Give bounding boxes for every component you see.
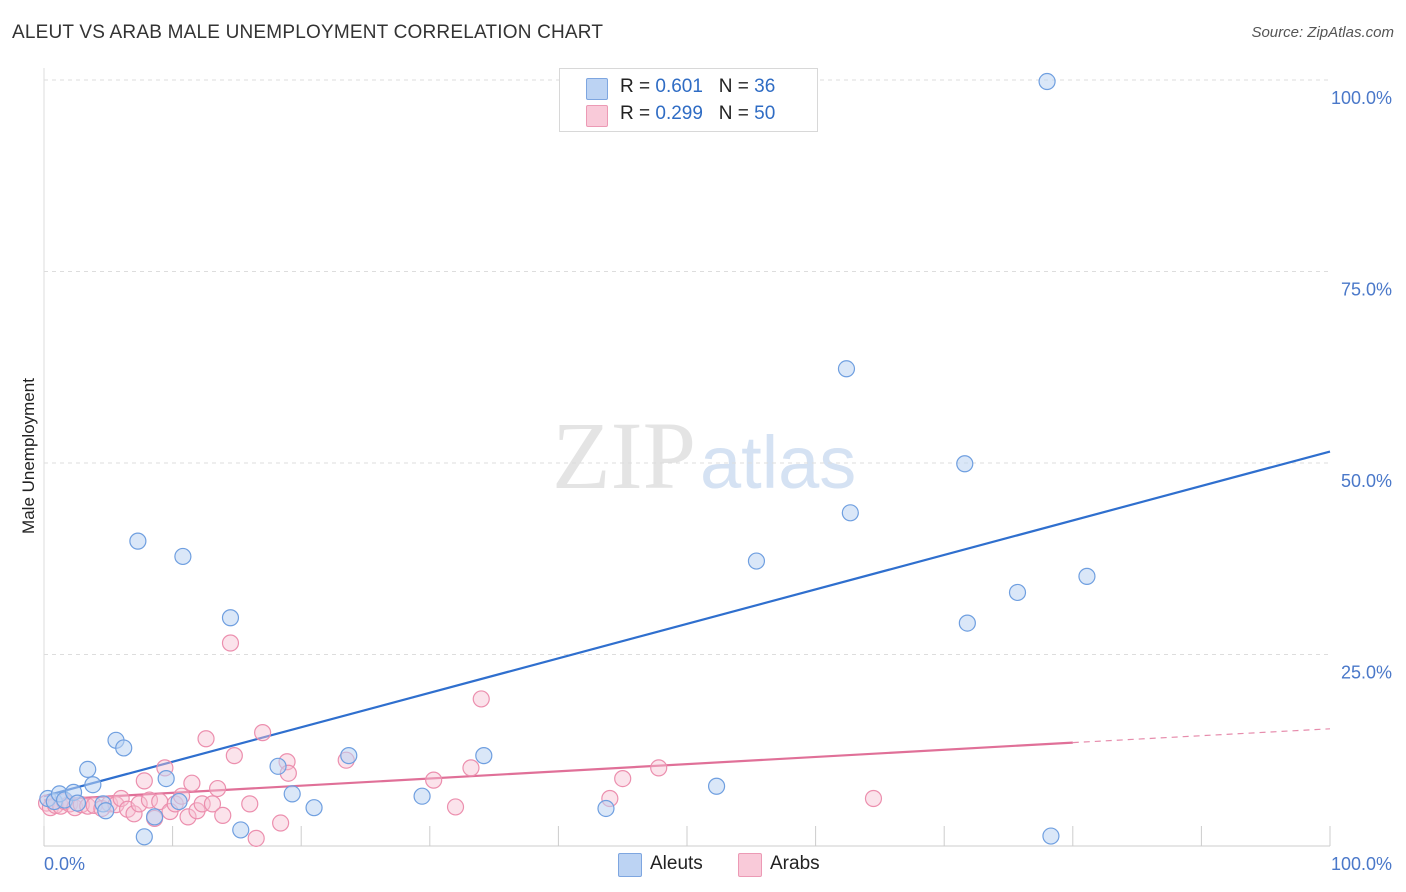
legend-n-value: 50 xyxy=(754,103,776,124)
aleut-point xyxy=(174,547,192,566)
aleut-point xyxy=(475,747,493,765)
arab-point xyxy=(183,774,201,792)
arab-point xyxy=(247,829,265,847)
legend-n-value: 36 xyxy=(754,76,776,97)
aleut-point xyxy=(269,757,287,775)
aleut-point xyxy=(221,609,240,627)
aleut-point xyxy=(956,455,974,473)
arab-point xyxy=(130,795,148,813)
arab-point xyxy=(214,806,232,824)
legend-r-value: 0.601 xyxy=(655,76,703,97)
arab-point xyxy=(225,747,243,765)
aleut-point xyxy=(597,799,615,818)
arab-point xyxy=(135,772,153,790)
aleut-point xyxy=(115,739,133,757)
arab-point xyxy=(179,808,197,826)
aleut-point xyxy=(97,802,115,820)
y-tick-label: 50.0% xyxy=(1341,471,1392,491)
aleut-point xyxy=(841,504,859,522)
aleuts-legend-label: Aleuts xyxy=(650,853,703,874)
aleut-point xyxy=(129,532,147,550)
arab-point xyxy=(272,814,290,832)
aleut-point xyxy=(135,828,153,846)
arab-point xyxy=(209,779,227,798)
watermark-zip: ZIP xyxy=(552,402,696,509)
tick-labels: 25.0% 50.0% 75.0% 100.0% 0.0% 100.0% xyxy=(44,88,1392,874)
legend-n-label: N = xyxy=(718,76,749,97)
aleuts-swatch xyxy=(586,78,608,100)
arabs-legend-swatch xyxy=(738,853,762,877)
aleut-point xyxy=(707,777,726,795)
arab-point xyxy=(254,724,272,742)
arabs-trend-line xyxy=(43,741,1073,802)
arab-point xyxy=(462,759,480,777)
aleut-point xyxy=(340,747,358,765)
arab-point xyxy=(650,759,668,777)
aleut-point xyxy=(958,614,976,632)
arab-point xyxy=(241,795,259,813)
aleut-point xyxy=(79,760,97,779)
arab-point xyxy=(125,805,143,823)
x-tick-label: 0.0% xyxy=(44,854,85,874)
arabs-legend-label: Arabs xyxy=(770,853,820,874)
aleut-point xyxy=(68,794,87,812)
legend-r-label: R = xyxy=(620,76,651,97)
aleut-point xyxy=(1042,827,1060,845)
legend-r-label: R = xyxy=(620,103,651,124)
arab-point xyxy=(614,769,632,788)
arabs-swatch xyxy=(586,105,608,127)
y-tick-label: 75.0% xyxy=(1341,280,1392,300)
arab-point xyxy=(221,634,240,652)
chart-title: ALEUT VS ARAB MALE UNEMPLOYMENT CORRELAT… xyxy=(12,22,604,43)
x-tick-label: 100.0% xyxy=(1331,854,1392,874)
arab-point xyxy=(197,730,215,748)
aleut-point xyxy=(157,769,175,788)
y-tick-label: 25.0% xyxy=(1341,663,1392,683)
legend-r-value: 0.299 xyxy=(655,103,703,124)
legend-n-label: N = xyxy=(718,103,749,124)
arab-point xyxy=(112,789,130,808)
y-axis-label: Male Unemployment xyxy=(19,378,38,534)
aleut-point xyxy=(1008,583,1027,602)
arab-point xyxy=(425,771,443,789)
axes xyxy=(43,68,1331,847)
source-note: Source: ZipAtlas.com xyxy=(1251,24,1394,41)
aleut-point xyxy=(84,776,102,794)
data-points xyxy=(37,72,1096,847)
aleuts-legend-swatch xyxy=(618,853,642,877)
aleut-point xyxy=(1038,72,1056,91)
correlation-legend: R = 0.601 N = 36 R = 0.299 N = 50 xyxy=(559,68,818,132)
aleut-point xyxy=(1078,567,1096,585)
aleut-point xyxy=(170,792,188,811)
arab-point xyxy=(472,690,490,708)
aleut-point xyxy=(283,785,301,803)
aleut-point xyxy=(145,808,164,826)
aleut-point xyxy=(747,552,766,570)
arab-point xyxy=(446,798,465,816)
aleuts-trend-line xyxy=(43,450,1331,798)
aleut-point xyxy=(837,360,856,378)
grid-lines xyxy=(44,79,1330,655)
arab-point xyxy=(203,795,222,813)
y-tick-label: 100.0% xyxy=(1331,88,1392,108)
aleut-point xyxy=(413,787,431,805)
aleut-point xyxy=(305,799,323,817)
arab-point xyxy=(864,789,883,808)
aleut-point xyxy=(232,821,250,839)
arabs-trend-extension xyxy=(1072,728,1331,744)
